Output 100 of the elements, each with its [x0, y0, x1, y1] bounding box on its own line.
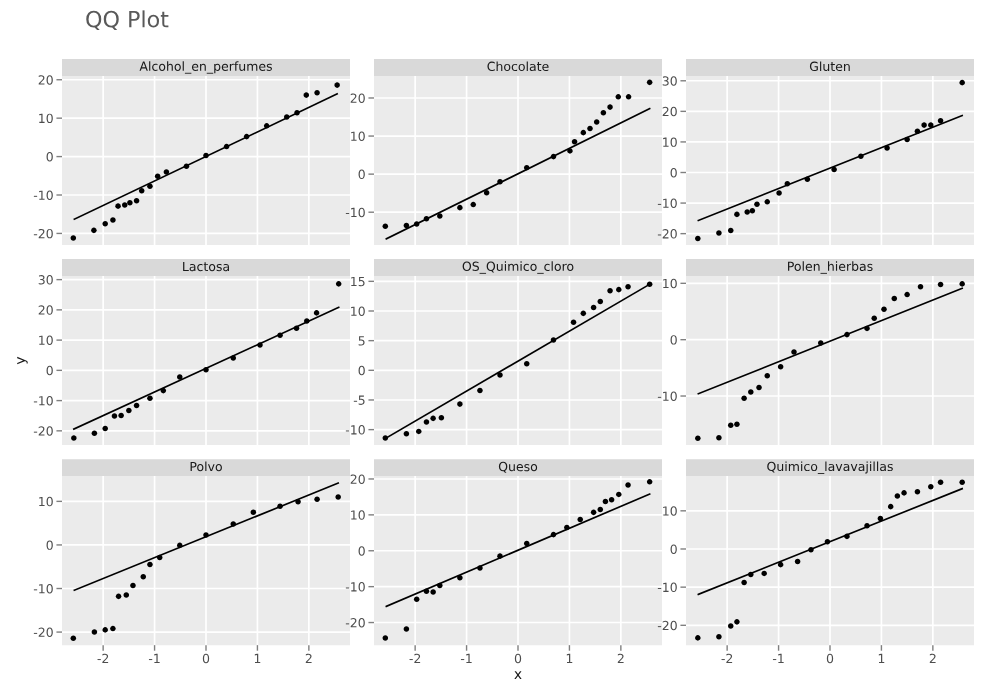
point	[716, 434, 722, 441]
point	[483, 190, 490, 196]
point	[130, 582, 136, 589]
point	[382, 635, 389, 641]
point	[293, 325, 300, 332]
point	[716, 230, 722, 236]
point	[884, 145, 890, 151]
point	[314, 90, 320, 96]
point	[304, 318, 310, 324]
point	[881, 306, 887, 313]
point	[403, 431, 410, 437]
point	[580, 310, 587, 317]
point	[203, 532, 209, 538]
point	[625, 482, 631, 488]
point	[176, 374, 183, 380]
point	[550, 337, 557, 343]
point	[127, 199, 133, 206]
point	[335, 281, 342, 287]
point	[917, 283, 924, 290]
point	[430, 589, 436, 595]
point	[646, 79, 653, 86]
point	[147, 395, 153, 401]
point	[580, 129, 587, 136]
point	[727, 623, 734, 629]
point	[858, 153, 864, 160]
point	[777, 363, 784, 370]
point	[118, 412, 124, 419]
point	[590, 509, 597, 516]
point	[871, 315, 878, 322]
point	[140, 573, 147, 580]
point	[590, 304, 597, 311]
point	[646, 479, 653, 485]
point	[121, 202, 128, 208]
point	[748, 571, 754, 578]
point	[959, 79, 965, 86]
point	[382, 223, 389, 230]
point	[928, 484, 934, 490]
point	[646, 281, 653, 288]
point	[817, 340, 824, 346]
point	[550, 153, 557, 160]
point	[430, 415, 436, 422]
point	[695, 235, 701, 242]
point	[91, 227, 97, 234]
point	[497, 372, 503, 378]
point	[457, 204, 463, 211]
point	[741, 579, 747, 586]
point	[600, 110, 607, 116]
point	[894, 493, 901, 499]
point	[334, 82, 340, 88]
point	[716, 633, 722, 640]
point	[734, 619, 740, 625]
point	[695, 435, 701, 442]
point	[824, 538, 831, 545]
point	[597, 506, 604, 513]
point	[608, 497, 615, 503]
point	[147, 183, 153, 189]
point	[695, 635, 701, 641]
point	[437, 582, 443, 589]
point	[891, 295, 898, 302]
point	[102, 425, 108, 432]
point	[102, 221, 108, 227]
point	[577, 516, 584, 523]
point	[413, 596, 420, 602]
point	[160, 387, 167, 394]
point	[727, 422, 734, 429]
point	[415, 428, 422, 435]
point	[754, 201, 760, 208]
point	[901, 490, 907, 496]
point	[937, 479, 944, 485]
point	[921, 122, 927, 128]
point	[625, 94, 632, 100]
point	[457, 574, 463, 581]
point	[263, 123, 270, 129]
point	[794, 558, 801, 565]
point	[223, 143, 230, 150]
point	[808, 546, 814, 553]
point	[571, 138, 578, 145]
point	[110, 217, 116, 223]
point	[777, 561, 784, 568]
point	[761, 570, 767, 577]
point	[91, 430, 98, 437]
point	[959, 479, 965, 485]
point	[616, 286, 622, 293]
point	[887, 503, 894, 510]
point	[257, 342, 263, 348]
point	[615, 94, 622, 100]
point	[126, 407, 132, 414]
point	[497, 553, 503, 559]
point	[147, 561, 153, 568]
point	[71, 435, 77, 441]
point	[616, 491, 622, 498]
point	[523, 164, 530, 171]
point	[741, 395, 747, 402]
point	[928, 122, 934, 128]
point	[756, 384, 762, 391]
point	[904, 136, 910, 143]
point	[277, 503, 283, 509]
point	[497, 178, 503, 185]
point	[470, 201, 477, 208]
point	[864, 522, 870, 529]
